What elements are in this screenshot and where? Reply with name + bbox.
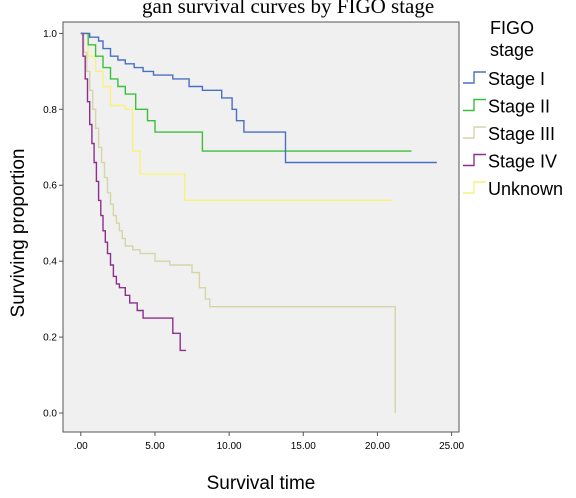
series-curve-stage-i [80, 32, 437, 164]
legend-swatch [463, 98, 486, 112]
y-tick-label: 0.8 [43, 105, 57, 116]
plot-area [62, 21, 460, 433]
x-tick-label: 10.00 [217, 441, 242, 452]
legend-label: Stage I [488, 69, 545, 89]
y-tick-label: 0.6 [43, 181, 57, 192]
legend-swatch [463, 181, 486, 194]
x-tick-label: .00 [74, 441, 88, 452]
legend-label: Stage III [488, 124, 555, 144]
y-tick-label: 0.4 [43, 257, 57, 268]
legend-label: Unknown [488, 179, 563, 199]
legend-swatch [463, 153, 486, 167]
series-curve-stage-iii [80, 32, 396, 413]
y-tick-label: 0.2 [43, 333, 57, 344]
y-tick-label: 1.0 [43, 29, 57, 40]
axis-ticks: .00 5.00 10.00 15.00 20.00 25.00 0.0 0.2 0.4 0.6 0… [43, 29, 464, 452]
survival-curves [80, 32, 437, 413]
x-tick-label: 15.00 [291, 441, 316, 452]
y-axis-title: Surviving proportion [8, 149, 29, 318]
legend-label: Stage IV [488, 152, 557, 172]
x-tick-label: 20.00 [365, 441, 390, 452]
x-tick-label: 5.00 [145, 441, 165, 452]
legend-title-line1: FIGO [490, 18, 534, 38]
x-tick-label: 25.00 [439, 441, 464, 452]
legend-title-line2: stage [490, 40, 534, 60]
legend-label: Stage II [488, 97, 550, 117]
series-curve-stage-ii [80, 32, 412, 152]
series-curve-unknown [80, 32, 393, 202]
y-tick-label: 0.0 [43, 409, 57, 420]
legend-swatch [463, 71, 486, 84]
x-axis-title: Survival time [207, 473, 316, 494]
figure-caption-fragment: gan survival curves by FIGO stage [142, 0, 434, 18]
legend: FIGO stage Stage I Stage II Stage III Stage… [463, 18, 563, 199]
legend-swatch [463, 126, 486, 139]
series-curve-stage-iv [80, 32, 187, 352]
